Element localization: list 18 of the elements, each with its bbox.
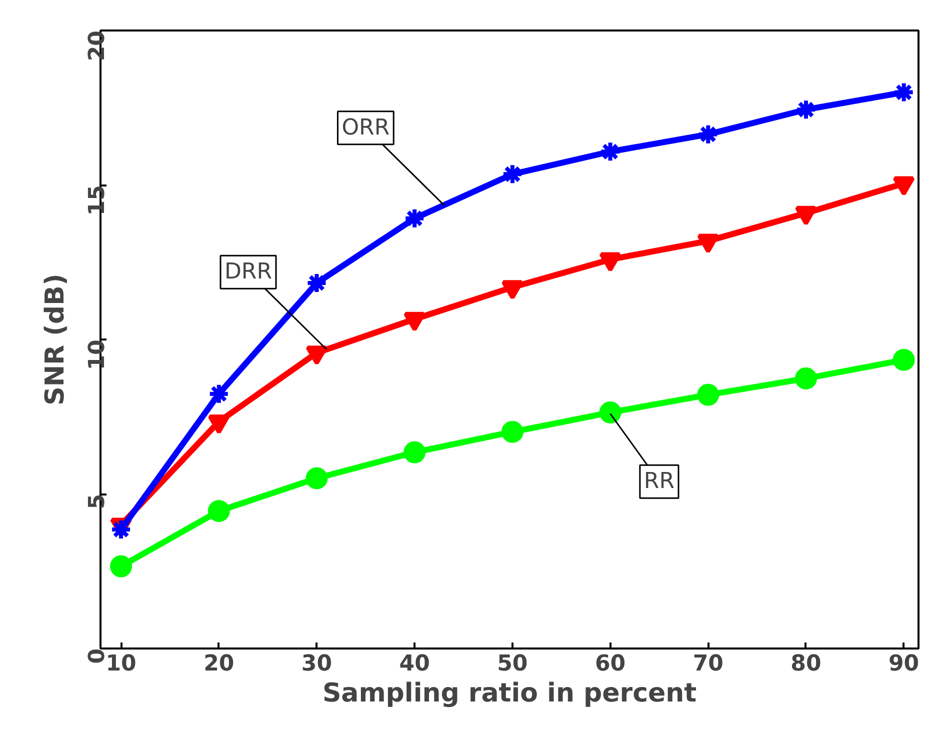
x-tick-label: 10 xyxy=(106,652,136,676)
y-tick-label: 5 xyxy=(85,494,110,510)
x-tick-label: 80 xyxy=(790,652,822,676)
y-tick-label: 15 xyxy=(85,184,110,216)
x-tick-label: 40 xyxy=(399,652,430,676)
y-axis-title: SNR (dB) xyxy=(40,274,70,406)
x-axis-title: Sampling ratio in percent xyxy=(322,678,697,708)
x-tick-label: 50 xyxy=(497,652,528,676)
x-tick-label: 60 xyxy=(594,652,626,676)
x-tick-label: 70 xyxy=(692,652,724,676)
y-tick-label: 10 xyxy=(85,339,110,370)
annotation: DRR xyxy=(224,260,272,285)
x-tick-label: 90 xyxy=(888,652,920,676)
x-tick-label: 30 xyxy=(301,652,332,676)
x-tick-label: 20 xyxy=(204,652,234,676)
annotation: ORR xyxy=(342,115,390,140)
annotation: RR xyxy=(644,469,674,494)
y-tick-label: 20 xyxy=(85,30,110,62)
